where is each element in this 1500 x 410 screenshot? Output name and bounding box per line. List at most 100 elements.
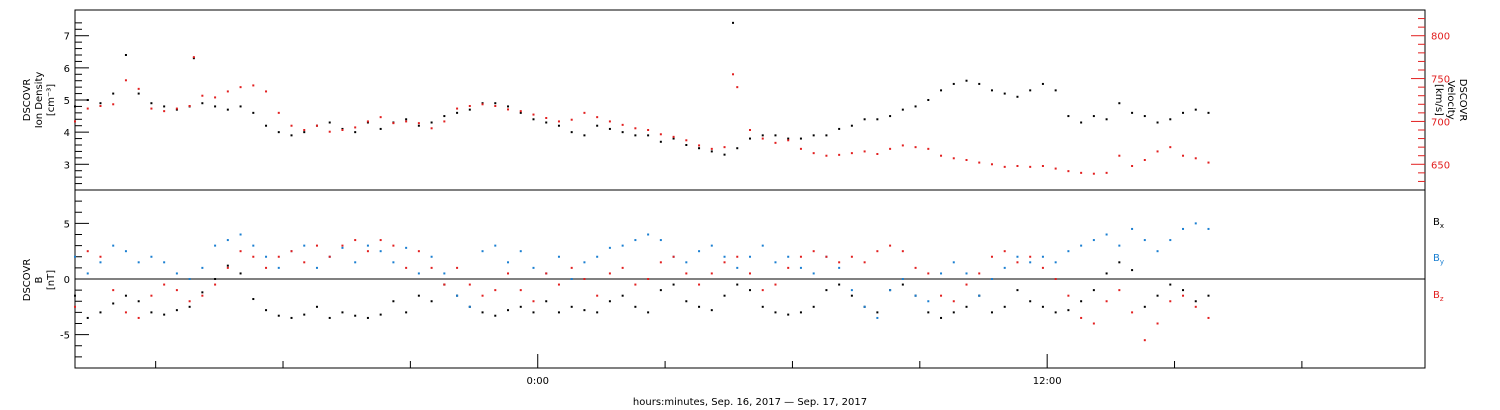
bz-point bbox=[303, 261, 306, 264]
ion-density-point bbox=[698, 147, 701, 150]
bz-point bbox=[1092, 322, 1095, 325]
bz-point bbox=[787, 266, 790, 269]
bx-point bbox=[774, 311, 777, 314]
bz-point bbox=[965, 283, 968, 286]
bx-point bbox=[290, 316, 293, 319]
bz-point bbox=[1067, 294, 1070, 297]
velocity-point bbox=[366, 120, 369, 123]
velocity-point bbox=[965, 159, 968, 161]
ion-density-point bbox=[672, 137, 675, 140]
by-point bbox=[137, 261, 140, 264]
velocity-point bbox=[698, 144, 701, 147]
bx-point bbox=[965, 305, 968, 308]
velocity-point bbox=[456, 107, 459, 110]
bz-point bbox=[214, 283, 217, 286]
bx-point bbox=[1003, 305, 1006, 308]
by-point bbox=[647, 233, 650, 236]
velocity-point bbox=[1092, 172, 1095, 175]
bz-point bbox=[940, 294, 943, 297]
bx-point bbox=[354, 314, 357, 317]
by-point bbox=[990, 278, 993, 280]
by-point bbox=[252, 244, 255, 247]
x-tick-label: 0:00 bbox=[527, 376, 549, 387]
velocity-point bbox=[175, 107, 178, 110]
by-point bbox=[1092, 239, 1095, 242]
bz-point bbox=[1016, 261, 1019, 264]
bz-point bbox=[1156, 322, 1159, 325]
bz-point bbox=[124, 311, 127, 314]
by-point bbox=[965, 272, 968, 275]
bx-point bbox=[799, 311, 802, 314]
velocity-point bbox=[1105, 171, 1108, 174]
velocity-point bbox=[192, 56, 195, 59]
ion-density-point bbox=[468, 108, 471, 111]
bx-point bbox=[787, 313, 790, 316]
ion-density-point bbox=[952, 82, 955, 85]
bz-point bbox=[201, 294, 204, 297]
ion-density-point bbox=[1029, 89, 1032, 92]
velocity-point bbox=[226, 90, 229, 93]
by-point bbox=[239, 233, 242, 236]
ion-density-point bbox=[1156, 121, 1159, 124]
ion-density-point bbox=[978, 82, 981, 85]
velocity-point bbox=[889, 147, 892, 150]
by-point bbox=[634, 239, 637, 242]
bz-point bbox=[710, 272, 713, 275]
bx-point bbox=[405, 311, 408, 314]
by-point bbox=[927, 300, 930, 303]
bx-point bbox=[188, 305, 191, 308]
bz-point bbox=[468, 283, 471, 286]
ion-density-point bbox=[850, 124, 853, 127]
velocity-point bbox=[1169, 146, 1172, 149]
bz-point bbox=[698, 283, 701, 286]
ion-density-point bbox=[277, 131, 280, 134]
velocity-point bbox=[647, 129, 650, 131]
bx-point bbox=[417, 294, 420, 297]
by-point bbox=[940, 272, 943, 275]
by-point bbox=[532, 266, 535, 269]
ion-density-point bbox=[150, 102, 153, 105]
bz-point bbox=[749, 272, 751, 275]
ion-density-point bbox=[201, 102, 204, 105]
bx-point bbox=[940, 316, 943, 319]
bx-point bbox=[596, 311, 599, 314]
velocity-point bbox=[1131, 165, 1134, 167]
bz-point bbox=[1041, 266, 1044, 269]
by-point bbox=[749, 255, 751, 258]
bx-point bbox=[647, 311, 650, 314]
bz-point bbox=[812, 250, 815, 253]
bz-point bbox=[761, 289, 764, 292]
bz-point bbox=[519, 289, 522, 292]
b-field-label-line3: [nT] bbox=[46, 270, 57, 290]
by-point bbox=[354, 261, 357, 264]
top-right-tick-label: 700 bbox=[1431, 117, 1450, 128]
by-legend: By bbox=[1433, 253, 1444, 266]
velocity-point bbox=[1041, 165, 1044, 167]
bx-point bbox=[825, 289, 828, 292]
by-point bbox=[86, 272, 89, 275]
bz-legend: Bz bbox=[1433, 290, 1444, 303]
velocity-point bbox=[1016, 165, 1019, 167]
by-point bbox=[621, 244, 624, 247]
velocity-point bbox=[685, 139, 688, 142]
by-point bbox=[214, 244, 217, 247]
bz-point bbox=[379, 239, 382, 242]
by-point bbox=[1003, 266, 1006, 269]
ion-density-point bbox=[112, 92, 115, 95]
ion-density-point bbox=[163, 105, 166, 108]
velocity-point bbox=[787, 139, 790, 142]
by-point bbox=[1041, 255, 1044, 258]
velocity-point bbox=[315, 124, 318, 127]
ion-density-point bbox=[723, 153, 726, 156]
top-right-tick-label: 650 bbox=[1431, 160, 1450, 171]
by-point bbox=[914, 294, 917, 297]
ion-density-label-line1: DSCOVR bbox=[22, 79, 33, 122]
bz-point bbox=[736, 255, 739, 258]
bz-point bbox=[137, 316, 140, 319]
velocity-point bbox=[532, 113, 535, 116]
ion-density-point bbox=[494, 102, 497, 105]
by-point bbox=[698, 250, 701, 253]
bx-point bbox=[1080, 300, 1083, 303]
ion-density-point bbox=[761, 134, 764, 137]
